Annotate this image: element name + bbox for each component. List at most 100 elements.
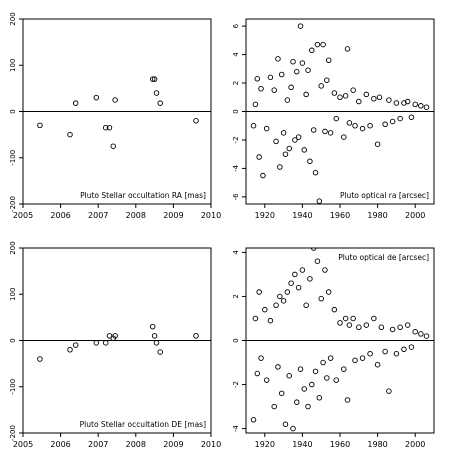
- data-point: [350, 87, 356, 93]
- data-point: [267, 74, 274, 81]
- data-point: [344, 46, 351, 52]
- panel-title: Pluto Stellar occultation RA [mas]: [80, 191, 206, 200]
- data-point: [324, 375, 330, 381]
- y-tick-label: -6: [232, 193, 240, 201]
- data-point: [305, 67, 311, 73]
- data-point: [151, 333, 158, 339]
- data-point: [333, 377, 339, 383]
- data-point: [290, 58, 296, 65]
- scatter-panel-1: 2005 2006 2007 2008 2009 2010 -200 -100 0 100 200 P…: [9, 12, 221, 220]
- data-point: [157, 349, 163, 355]
- data-point: [292, 137, 298, 143]
- data-point: [305, 403, 311, 410]
- data-point: [295, 284, 302, 291]
- y-tick-label: -200: [9, 196, 17, 212]
- data-point: [262, 306, 268, 313]
- legend-background: [77, 418, 209, 430]
- panel-title: Pluto Stellar occultation DE [mas]: [80, 420, 206, 429]
- data-point: [277, 293, 283, 300]
- data-point: [352, 122, 358, 129]
- x-tick-label: 2007: [88, 440, 108, 449]
- x-tick-label: 1920: [255, 211, 275, 220]
- data-point: [307, 158, 313, 165]
- data-point: [193, 117, 199, 124]
- y-tick-label: 6: [232, 23, 240, 28]
- x-tick-label: 2007: [88, 211, 108, 220]
- y-tick-label: -200: [9, 425, 17, 441]
- data-point: [260, 172, 266, 179]
- data-point: [290, 425, 296, 432]
- data-point: [393, 100, 400, 106]
- data-point: [363, 91, 370, 98]
- x-tick-label: 2005: [13, 211, 33, 220]
- data-point: [263, 125, 270, 132]
- y-tick-label: 0: [9, 338, 17, 342]
- data-point: [273, 138, 279, 145]
- data-point: [309, 381, 315, 388]
- data-point: [314, 41, 321, 48]
- data-point: [331, 306, 338, 313]
- data-point: [412, 328, 418, 335]
- data-point: [286, 145, 292, 152]
- x-tick-label: 2009: [163, 440, 183, 449]
- x-tick-label: 1940: [292, 211, 312, 220]
- data-point: [408, 344, 415, 350]
- data-point: [303, 91, 309, 98]
- data-point: [297, 366, 304, 372]
- data-point: [303, 302, 309, 309]
- data-point: [378, 324, 385, 331]
- data-point: [371, 315, 377, 322]
- legend-background: [337, 189, 432, 201]
- data-point: [324, 77, 330, 83]
- data-point: [93, 94, 100, 101]
- y-tick-label: 200: [9, 241, 17, 254]
- data-point: [256, 154, 262, 160]
- data-point: [389, 118, 396, 125]
- y-tick-label: 0: [232, 109, 240, 113]
- x-tick-label: 2010: [201, 211, 221, 220]
- data-point: [374, 141, 381, 147]
- data-point: [37, 356, 43, 362]
- data-point: [342, 93, 349, 99]
- panel-title: Pluto optical de [arcsec]: [338, 253, 429, 262]
- y-tick-label: 4: [232, 52, 240, 57]
- data-point: [393, 350, 400, 357]
- data-point: [254, 370, 261, 377]
- data-point: [359, 355, 366, 361]
- data-point: [341, 366, 347, 372]
- data-point: [294, 68, 300, 75]
- data-point: [250, 417, 257, 423]
- data-point: [341, 134, 347, 140]
- data-point: [149, 323, 156, 330]
- panel-title: Pluto optical ra [arcsec]: [340, 191, 429, 200]
- data-point: [337, 320, 343, 326]
- data-point: [193, 333, 199, 339]
- y-tick-label: 0: [232, 338, 240, 342]
- y-tick-label: -2: [232, 381, 240, 388]
- data-point: [292, 271, 298, 278]
- data-point: [282, 151, 289, 157]
- data-point: [294, 399, 300, 405]
- y-tick-label: 2: [232, 294, 240, 298]
- data-point: [333, 115, 339, 122]
- data-point: [342, 315, 349, 322]
- data-point: [72, 342, 79, 348]
- data-point: [376, 94, 383, 101]
- scatter-panel-4: 1920 1940 1960 1980 2000 -4 -2 0 2 4 Pluto optical…: [232, 247, 435, 449]
- y-tick-label: 200: [9, 12, 17, 25]
- x-tick-label: 2000: [405, 440, 425, 449]
- data-point: [316, 198, 323, 204]
- data-point: [359, 125, 366, 132]
- data-point: [314, 258, 321, 264]
- points-layer: [250, 23, 430, 204]
- data-point: [151, 76, 158, 82]
- y-tick-label: 4: [232, 250, 240, 255]
- data-point: [309, 47, 315, 54]
- data-point: [273, 302, 279, 309]
- data-point: [277, 164, 283, 170]
- x-tick-label: 2005: [13, 440, 33, 449]
- x-tick-label: 1980: [367, 440, 387, 449]
- data-point: [301, 386, 308, 392]
- x-tick-label: 1920: [255, 440, 275, 449]
- data-point: [301, 147, 308, 153]
